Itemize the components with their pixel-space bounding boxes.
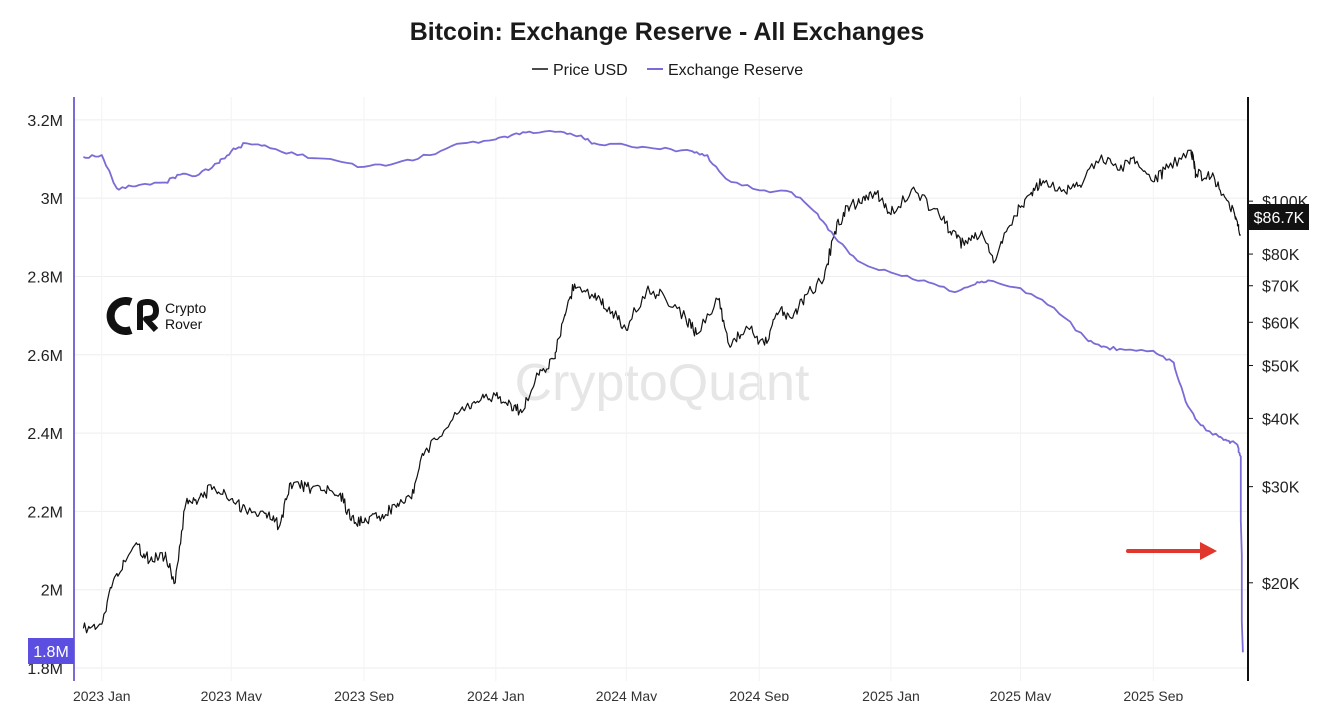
- x-tick-label: 2023 Jan: [73, 688, 131, 701]
- current-price-badge-bg: [1249, 204, 1309, 230]
- right-tick-label: $70K: [1262, 279, 1300, 296]
- x-tick-label: 2025 Sep: [1123, 688, 1183, 701]
- series-layer: [82, 130, 1244, 653]
- logo-line1: Crypto: [165, 300, 206, 316]
- current-price-badge: $86.7K: [1249, 204, 1309, 230]
- legend: Price USD Exchange Reserve: [532, 62, 803, 79]
- current-reserve-badge-bg: [28, 638, 74, 664]
- current-reserve-badge: 1.8M: [28, 638, 74, 664]
- right-tick-label: $80K: [1262, 247, 1300, 264]
- left-axis-ticks: 1.8M 2M 2.2M 2.4M 2.6M 2.8M 3M 3.2M: [27, 113, 63, 678]
- left-tick-label: 2.4M: [27, 426, 63, 443]
- left-tick-label: 3M: [41, 191, 63, 208]
- right-tick-label: $20K: [1262, 576, 1300, 593]
- left-tick-label: 2.6M: [27, 348, 63, 365]
- x-tick-label: 2024 Jan: [467, 688, 525, 701]
- x-axis-ticks: 2023 Jan 2023 May 2023 Sep 2024 Jan 2024 May…: [73, 688, 1184, 701]
- legend-reserve-label: Exchange Reserve: [668, 62, 803, 79]
- price-usd-line: [82, 149, 1241, 634]
- x-tick-label: 2025 May: [990, 688, 1051, 701]
- chart-title: Bitcoin: Exchange Reserve - All Exchange…: [410, 18, 925, 46]
- right-tick-label: $40K: [1262, 411, 1300, 428]
- right-tick-label: $60K: [1262, 315, 1300, 332]
- watermark: CryptoQuant: [515, 354, 810, 412]
- gridlines: [74, 97, 1248, 681]
- right-tick-label: $30K: [1262, 480, 1300, 497]
- left-tick-label: 2.2M: [27, 504, 63, 521]
- logo-mark-r-icon: [137, 299, 159, 333]
- left-tick-label: 2.8M: [27, 269, 63, 286]
- left-tick-label: 2M: [41, 583, 63, 600]
- x-tick-label: 2025 Jan: [862, 688, 920, 701]
- logo-mark-icon: [106, 297, 133, 335]
- x-tick-label: 2023 Sep: [334, 688, 394, 701]
- right-tick-label: $50K: [1262, 359, 1300, 376]
- x-tick-label: 2024 May: [596, 688, 657, 701]
- x-tick-label: 2024 Sep: [729, 688, 789, 701]
- right-axis-ticks: $20K$30K$40K$50K$60K$70K$80K$100K: [1248, 194, 1309, 593]
- arrow-head-icon: [1200, 542, 1217, 560]
- current-reserve-badge-text: 1.8M: [33, 644, 69, 661]
- current-price-badge-text: $86.7K: [1254, 210, 1305, 227]
- logo-line2: Rover: [165, 316, 203, 332]
- left-tick-label: 3.2M: [27, 113, 63, 130]
- crypto-rover-logo: Crypto Rover: [106, 297, 206, 335]
- red-arrow-annotation: [1126, 542, 1217, 560]
- x-tick-label: 2023 May: [201, 688, 262, 701]
- left-tick-label: 1.8M: [27, 661, 63, 678]
- legend-price-label: Price USD: [553, 62, 628, 79]
- exchange-reserve-line: [83, 130, 1244, 653]
